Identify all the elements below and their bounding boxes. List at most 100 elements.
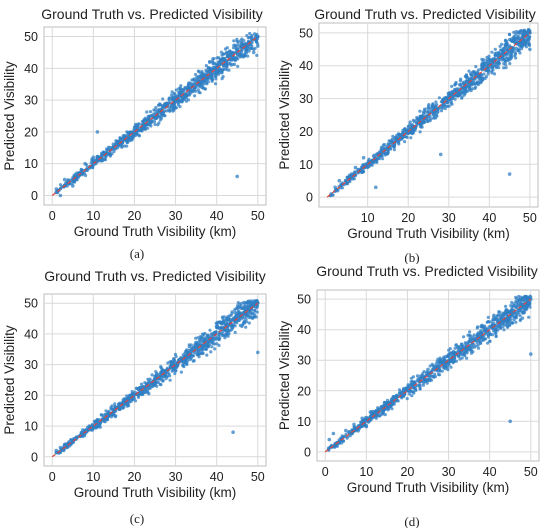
data-point: [245, 34, 249, 38]
data-point: [193, 343, 197, 347]
data-point: [368, 410, 373, 414]
data-point: [428, 377, 432, 381]
data-point: [493, 47, 497, 51]
data-point: [405, 135, 409, 139]
data-point: [401, 128, 405, 133]
scatter-panel-a: 0 10 20 30 40 50 0 10 20 30 40 50 Ground Truth vs. P…: [0, 0, 275, 264]
x-tick-label: 40: [210, 470, 224, 484]
data-point: [199, 75, 203, 79]
data-point: [441, 105, 445, 109]
data-point: [192, 359, 196, 363]
data-point: [54, 187, 59, 191]
data-point: [178, 87, 182, 91]
data-point: [453, 346, 457, 350]
chart-title: Ground Truth vs. Predicted Visibility: [44, 268, 266, 284]
data-point: [507, 50, 511, 55]
data-point: [520, 33, 524, 37]
data-point: [192, 88, 196, 92]
data-point: [174, 88, 178, 92]
data-point: [446, 354, 451, 358]
data-point: [432, 112, 436, 117]
data-point: [127, 138, 131, 142]
data-point: [504, 66, 508, 70]
data-point: [377, 157, 381, 161]
data-point: [380, 146, 384, 151]
data-point: [435, 111, 439, 115]
data-point: [213, 82, 218, 86]
data-point: [254, 39, 259, 43]
data-point: [360, 420, 364, 424]
data-point: [375, 152, 379, 156]
data-point: [162, 368, 166, 372]
data-point: [409, 382, 414, 387]
data-point: [122, 397, 126, 401]
data-point: [121, 135, 126, 139]
panel-caption: (b): [404, 250, 419, 264]
data-point: [179, 370, 183, 374]
data-point: [209, 350, 213, 354]
data-point: [528, 47, 532, 52]
data-point: [450, 84, 454, 88]
data-point: [508, 309, 512, 314]
data-point: [91, 155, 96, 160]
data-point: [208, 59, 212, 64]
data-point: [388, 139, 392, 143]
data-point: [145, 110, 149, 114]
data-point: [58, 193, 63, 198]
data-point: [462, 346, 466, 350]
data-point: [380, 157, 385, 161]
data-point: [430, 362, 434, 366]
data-point: [513, 315, 517, 319]
data-point: [453, 97, 457, 101]
data-point: [149, 120, 154, 124]
data-point: [518, 314, 522, 318]
data-point: [510, 306, 514, 310]
data-point: [411, 390, 415, 394]
data-point: [408, 120, 412, 124]
data-point: [462, 93, 466, 97]
data-point: [361, 155, 366, 160]
data-point: [119, 136, 123, 141]
y-tick-label: 10: [24, 157, 38, 171]
data-point: [153, 122, 157, 126]
data-point: [186, 350, 190, 355]
data-point: [196, 336, 200, 340]
data-point: [249, 47, 253, 51]
data-point: [374, 185, 378, 190]
data-point: [454, 88, 458, 93]
data-point: [518, 318, 522, 323]
data-point: [516, 303, 521, 308]
data-point: [467, 69, 471, 73]
data-point: [183, 92, 187, 96]
data-point: [66, 178, 70, 182]
data-point: [433, 372, 437, 376]
data-point: [158, 377, 162, 381]
data-point: [489, 320, 493, 324]
data-point: [508, 323, 512, 327]
data-point: [129, 399, 133, 403]
data-point: [486, 341, 490, 345]
data-point: [345, 175, 350, 180]
data-point: [197, 90, 201, 94]
y-axis-label: Predicted Visibility: [277, 321, 292, 431]
x-tick-label: 40: [210, 209, 224, 223]
data-point: [479, 81, 483, 85]
data-point: [527, 315, 531, 319]
data-point: [239, 41, 243, 45]
data-point: [136, 395, 140, 399]
data-point: [238, 55, 242, 59]
data-point: [175, 364, 179, 368]
data-point: [155, 380, 159, 384]
data-point: [223, 67, 227, 71]
data-point: [140, 126, 145, 131]
data-point: [449, 365, 453, 369]
data-point: [360, 416, 364, 421]
data-point: [498, 44, 502, 49]
y-tick-label: 30: [24, 94, 38, 108]
data-point: [150, 373, 154, 377]
data-point: [410, 379, 414, 383]
data-point: [130, 389, 134, 394]
data-point: [225, 317, 229, 321]
data-point: [512, 318, 516, 322]
data-point: [490, 66, 494, 70]
